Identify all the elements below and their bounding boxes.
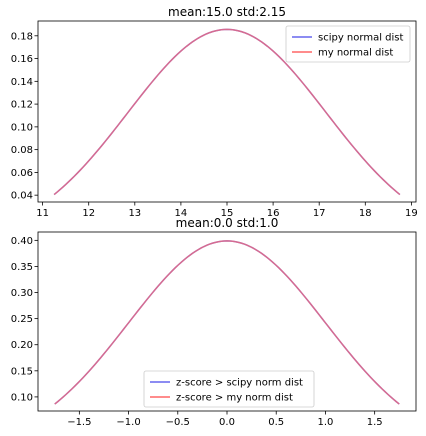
chart-title: mean:0.0 std:1.0 — [176, 216, 279, 230]
x-tick-label: 19 — [405, 208, 418, 219]
y-tick-label: 0.18 — [11, 31, 33, 42]
y-tick-label: 0.10 — [11, 392, 33, 403]
bottom-plot: mean:0.0 std:1.0 −1.5 −1.0 −0.5 0.0 0.5 1.0 1.5… — [11, 216, 417, 428]
y-tick-label: 0.12 — [11, 100, 33, 111]
top-plot: mean:15.0 std:2.15 11 12 13 14 15 16 17 18 19 0.04… — [11, 5, 418, 219]
x-tick-label: −1.5 — [67, 417, 91, 428]
x-tick-label: 16 — [267, 208, 280, 219]
series-line-2 — [53, 28, 401, 196]
x-tick-label: 0.0 — [219, 417, 235, 428]
x-tick-label: 17 — [313, 208, 326, 219]
x-tick-label: 14 — [175, 208, 188, 219]
chart-title: mean:15.0 std:2.15 — [168, 5, 286, 19]
x-tick-label: 1.0 — [317, 417, 333, 428]
y-tick-label: 0.10 — [11, 122, 33, 133]
y-tick-label: 0.40 — [11, 236, 33, 247]
legend-label-1: scipy normal dist — [318, 33, 403, 44]
x-tick-label: 15 — [221, 208, 234, 219]
legend-label-2: z-score > my norm dist — [176, 393, 293, 404]
y-tick-label: 0.20 — [11, 340, 33, 351]
y-tick-label: 0.08 — [11, 145, 33, 156]
x-tick-label: 12 — [82, 208, 95, 219]
y-tick-label: 0.14 — [11, 77, 33, 88]
legend-box — [143, 370, 315, 408]
x-tick-label: −1.0 — [116, 417, 140, 428]
legend-label-1: z-score > scipy norm dist — [176, 378, 303, 389]
legend-label-2: my normal dist — [318, 48, 393, 59]
y-tick-label: 0.15 — [11, 366, 33, 377]
series-line-2 — [54, 240, 400, 405]
x-tick-label: 13 — [128, 208, 141, 219]
x-tick-label: 11 — [36, 208, 49, 219]
y-tick-label: 0.25 — [11, 314, 33, 325]
y-tick-label: 0.04 — [11, 191, 33, 202]
y-tick-label: 0.16 — [11, 54, 33, 65]
x-tick-label: 1.5 — [367, 417, 383, 428]
y-tick-label: 0.06 — [11, 168, 33, 179]
y-tick-label: 0.35 — [11, 262, 33, 273]
x-tick-label: 0.5 — [268, 417, 284, 428]
y-tick-label: 0.30 — [11, 288, 33, 299]
x-tick-label: 18 — [359, 208, 372, 219]
x-tick-label: −0.5 — [166, 417, 190, 428]
legend-box — [285, 25, 411, 63]
